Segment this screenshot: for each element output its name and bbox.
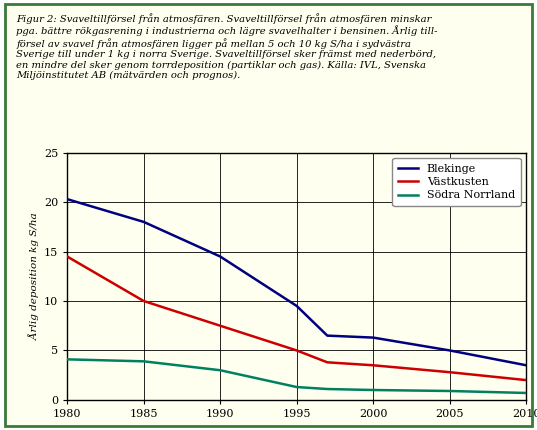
Blekinge — [140, 219, 147, 224]
Blekinge — [523, 363, 529, 368]
Line: Västkusten: Västkusten — [67, 256, 526, 380]
Line: Blekinge: Blekinge — [67, 199, 526, 366]
Blekinge — [324, 333, 330, 338]
Blekinge — [217, 254, 223, 259]
Blekinge — [370, 335, 376, 340]
Blekinge — [446, 348, 453, 353]
Västkusten — [217, 323, 223, 329]
Blekinge — [293, 304, 300, 309]
Västkusten — [446, 370, 453, 375]
Text: Figur 2: Svaveltillförsel från atmosfären. Svaveltillförsel från atmosfären mins: Figur 2: Svaveltillförsel från atmosfäre… — [16, 13, 438, 80]
Västkusten — [64, 254, 70, 259]
Västkusten — [293, 348, 300, 353]
Södra Norrland — [523, 390, 529, 396]
Södra Norrland — [370, 387, 376, 393]
Södra Norrland — [64, 357, 70, 362]
Blekinge — [64, 197, 70, 202]
Y-axis label: Årlig deposition kg S/ha: Årlig deposition kg S/ha — [29, 213, 40, 340]
Södra Norrland — [324, 387, 330, 392]
Västkusten — [324, 360, 330, 365]
Västkusten — [523, 378, 529, 383]
Södra Norrland — [293, 384, 300, 390]
Södra Norrland — [217, 368, 223, 373]
Västkusten — [370, 363, 376, 368]
Legend: Blekinge, Västkusten, Södra Norrland: Blekinge, Västkusten, Södra Norrland — [393, 158, 521, 206]
Södra Norrland — [140, 359, 147, 364]
Södra Norrland — [446, 388, 453, 393]
Västkusten — [140, 298, 147, 304]
Line: Södra Norrland: Södra Norrland — [67, 359, 526, 393]
